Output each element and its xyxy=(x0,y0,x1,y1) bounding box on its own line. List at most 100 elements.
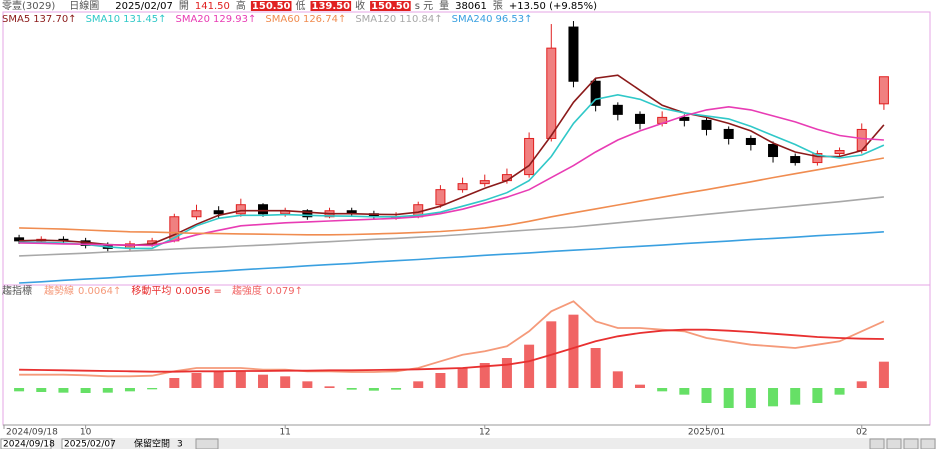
histogram-bar xyxy=(324,386,335,388)
candle-body xyxy=(435,189,446,206)
value-box xyxy=(310,1,352,11)
histogram-bar xyxy=(812,388,823,403)
histogram-bar xyxy=(413,381,424,388)
candle-body xyxy=(213,210,224,215)
ma-line xyxy=(19,196,884,257)
candle-body xyxy=(701,119,712,130)
date: 2025/02/07 xyxy=(115,1,173,12)
histogram-bar xyxy=(679,388,690,395)
candle-body xyxy=(878,76,889,105)
button[interactable] xyxy=(195,438,219,450)
legend-value: 0.0056 = xyxy=(175,286,222,297)
end-date: 2025/02/07 xyxy=(64,440,116,450)
button[interactable] xyxy=(886,438,902,450)
date-label: 11 xyxy=(279,428,290,438)
histogram-bar xyxy=(590,348,601,388)
legend-name: SMA60 xyxy=(265,14,300,25)
histogram-bar xyxy=(302,381,313,388)
candle-body xyxy=(612,104,623,115)
histogram-bar xyxy=(169,378,180,388)
ma-line xyxy=(19,105,884,247)
legend-value: 0.079↑ xyxy=(266,286,303,297)
histogram-bar xyxy=(790,388,801,405)
legend-value: 129.93↑ xyxy=(213,14,256,25)
histogram-bar xyxy=(36,388,47,392)
button[interactable] xyxy=(920,438,936,450)
histogram-bar xyxy=(701,388,712,403)
candle-body xyxy=(235,204,246,215)
ma-line xyxy=(19,74,885,247)
field-label: 高 xyxy=(236,0,246,12)
histogram-bar xyxy=(612,371,623,388)
legend-value: 110.84↑ xyxy=(399,14,442,25)
field-value: 141.50 xyxy=(195,1,230,12)
histogram-bar xyxy=(856,381,867,388)
candle-body xyxy=(834,150,845,155)
field-label: 低 xyxy=(296,0,306,12)
period: 日線圖 xyxy=(69,0,99,12)
field-label: 收 xyxy=(355,0,365,12)
histogram-bar xyxy=(834,388,845,395)
candle-body xyxy=(302,210,313,218)
histogram-bar xyxy=(457,368,468,388)
indicator-line xyxy=(19,300,885,378)
legend-value: 96.53↑ xyxy=(496,14,533,25)
ma-line xyxy=(19,231,884,284)
value-box xyxy=(370,1,411,11)
legend-name: SMA120 xyxy=(355,14,396,25)
legend-value: 126.74↑ xyxy=(303,14,346,25)
indicator-line xyxy=(19,328,884,373)
legend-value: 0.0064↑ xyxy=(78,286,121,297)
candle-body xyxy=(457,183,468,191)
legend-name: SMA5 xyxy=(2,14,30,25)
toolbar xyxy=(0,438,936,449)
volume-unit: 張 xyxy=(493,0,503,12)
histogram-bar xyxy=(258,374,269,388)
field-value: 150.50 xyxy=(371,1,410,12)
histogram-bar xyxy=(745,388,756,408)
candle-body xyxy=(191,210,202,218)
legend-value: 137.70↑ xyxy=(33,14,76,25)
date-label: 10 xyxy=(80,428,92,438)
legend-name: 移動平均 xyxy=(131,284,171,297)
field-label: 開 xyxy=(179,0,189,12)
volume-label: 量 xyxy=(439,0,449,12)
date-label: 12 xyxy=(479,428,490,438)
candle-body xyxy=(679,116,690,121)
histogram-bar xyxy=(657,388,668,392)
candle-body xyxy=(568,26,579,82)
candle-body xyxy=(768,143,779,158)
candle-body xyxy=(479,180,490,185)
candle-body xyxy=(258,204,269,215)
candle-body xyxy=(745,137,756,145)
histogram-bar xyxy=(14,388,25,392)
candle-body xyxy=(723,128,734,139)
histogram-bar xyxy=(213,371,224,388)
volume: 38061 xyxy=(455,1,487,12)
ma-line xyxy=(19,157,885,236)
histogram-bar xyxy=(391,388,402,390)
histogram-bar xyxy=(102,388,113,393)
legend-name: SMA20 xyxy=(175,14,210,25)
date-label: 2024/09/18 xyxy=(6,428,58,438)
candle-body xyxy=(590,80,601,106)
stock-name: 零壹(3029) xyxy=(2,0,55,12)
candle-body xyxy=(790,156,801,164)
button[interactable] xyxy=(869,438,885,450)
button[interactable] xyxy=(903,438,919,450)
space-value: 3 xyxy=(177,440,183,450)
candle-body xyxy=(546,47,557,139)
candle-body xyxy=(524,137,535,176)
field-value: 139.50 xyxy=(312,1,351,12)
legend-name: SMA240 xyxy=(452,14,493,25)
start-date: 2024/09/18 xyxy=(3,440,55,450)
legend-name: 趨強度 xyxy=(232,284,262,297)
legend-name: 趨勢線 xyxy=(44,284,74,297)
legend-name: SMA10 xyxy=(86,14,121,25)
histogram-bar xyxy=(524,344,535,388)
field-value: 150.50 xyxy=(252,1,291,12)
histogram-bar xyxy=(147,388,158,390)
histogram-bar xyxy=(435,373,446,388)
